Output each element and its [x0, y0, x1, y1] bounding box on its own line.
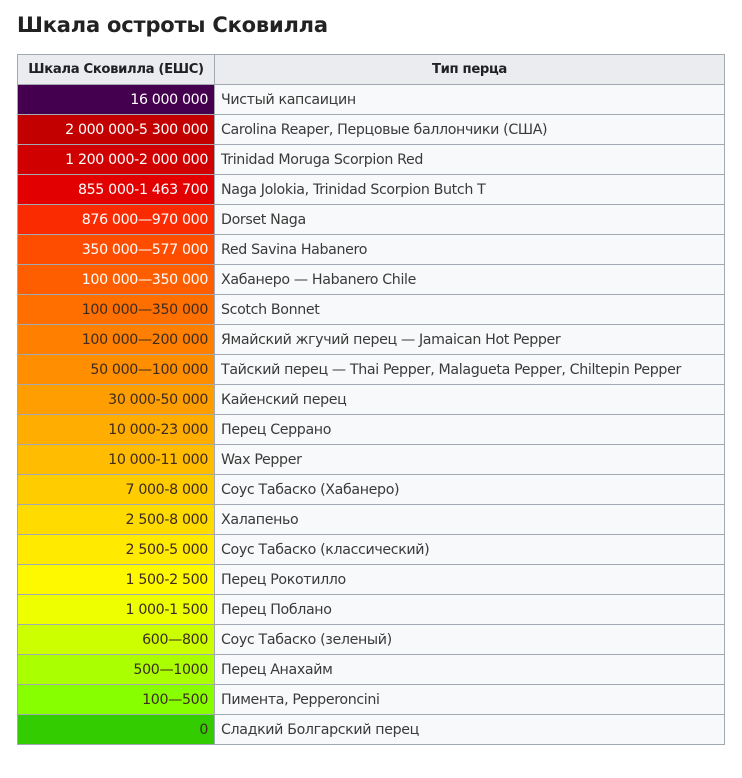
scoville-value-cell: 50 000—100 000 — [17, 354, 215, 385]
pepper-type-cell: Халапеньо — [214, 504, 725, 535]
scoville-value-cell: 2 000 000-5 300 000 — [17, 114, 215, 145]
table-row: 2 500-5 000 Соус Табаско (классический) — [17, 534, 725, 565]
pepper-type-cell: Перец Серрано — [214, 414, 725, 445]
pepper-type-cell: Пимента, Pepperoncini — [214, 684, 725, 715]
table-row: 500—1000 Перец Анахайм — [17, 654, 725, 685]
table-row: 2 000 000-5 300 000 Carolina Reaper, Перц… — [17, 114, 725, 145]
table-row: 7 000-8 000 Соус Табаско (Хабанеро) — [17, 474, 725, 505]
table-row: 100 000—350 000 Хабанеро — Habanero Chile — [17, 264, 725, 295]
table-row: 0 Сладкий Болгарский перец — [17, 714, 725, 745]
scoville-value-cell: 1 000-1 500 — [17, 594, 215, 625]
table-row: 1 500-2 500 Перец Рокотилло — [17, 564, 725, 595]
table-row: 30 000-50 000 Кайенский перец — [17, 384, 725, 415]
table-row: 10 000-23 000 Перец Серрано — [17, 414, 725, 445]
scoville-value-cell: 10 000-23 000 — [17, 414, 215, 445]
scoville-value-cell: 600—800 — [17, 624, 215, 655]
scoville-value-cell: 16 000 000 — [17, 84, 215, 115]
scoville-value-cell: 0 — [17, 714, 215, 745]
table-row: 100—500 Пимента, Pepperoncini — [17, 684, 725, 715]
scoville-value-cell: 30 000-50 000 — [17, 384, 215, 415]
pepper-type-cell: Trinidad Moruga Scorpion Red — [214, 144, 725, 175]
scoville-value-cell: 1 200 000-2 000 000 — [17, 144, 215, 175]
table-row: 600—800 Соус Табаско (зеленый) — [17, 624, 725, 655]
pepper-type-cell: Scotch Bonnet — [214, 294, 725, 325]
scoville-value-cell: 10 000-11 000 — [17, 444, 215, 475]
scoville-value-cell: 350 000—577 000 — [17, 234, 215, 265]
pepper-type-cell: Ямайский жгучий перец — Jamaican Hot Pep… — [214, 324, 725, 355]
pepper-type-cell: Кайенский перец — [214, 384, 725, 415]
column-header-scale[interactable]: Шкала Сковилла (ЕШС) — [17, 54, 215, 85]
table-row: 100 000—350 000 Scotch Bonnet — [17, 294, 725, 325]
pepper-type-cell: Dorset Naga — [214, 204, 725, 235]
table-row: 1 000-1 500 Перец Поблано — [17, 594, 725, 625]
table-row: 50 000—100 000 Тайский перец — Thai Peppe… — [17, 354, 725, 385]
pepper-type-cell: Wax Pepper — [214, 444, 725, 475]
pepper-type-cell: Тайский перец — Thai Pepper, Malagueta P… — [214, 354, 725, 385]
table-row: 100 000—200 000 Ямайский жгучий перец — J… — [17, 324, 725, 355]
table-row: 876 000—970 000 Dorset Naga — [17, 204, 725, 235]
scoville-value-cell: 855 000-1 463 700 — [17, 174, 215, 205]
pepper-type-cell: Соус Табаско (Хабанеро) — [214, 474, 725, 505]
pepper-type-cell: Хабанеро — Habanero Chile — [214, 264, 725, 295]
column-header-pepper-type[interactable]: Тип перца — [214, 54, 725, 85]
pepper-type-cell: Перец Анахайм — [214, 654, 725, 685]
scoville-value-cell: 2 500-5 000 — [17, 534, 215, 565]
page-title: Шкала остроты Сковилла — [17, 13, 328, 37]
scoville-table: Шкала Сковилла (ЕШС) Тип перца 16 000 00… — [17, 54, 725, 745]
pepper-type-cell: Naga Jolokia, Trinidad Scorpion Butch T — [214, 174, 725, 205]
table-row: 855 000-1 463 700 Naga Jolokia, Trinidad … — [17, 174, 725, 205]
scoville-value-cell: 2 500-8 000 — [17, 504, 215, 535]
pepper-type-cell: Carolina Reaper, Перцовые баллончики (СШ… — [214, 114, 725, 145]
scoville-value-cell: 100—500 — [17, 684, 215, 715]
scoville-value-cell: 500—1000 — [17, 654, 215, 685]
scoville-value-cell: 876 000—970 000 — [17, 204, 215, 235]
pepper-type-cell: Соус Табаско (классический) — [214, 534, 725, 565]
table-row: 10 000-11 000 Wax Pepper — [17, 444, 725, 475]
table-row: 1 200 000-2 000 000 Trinidad Moruga Scorp… — [17, 144, 725, 175]
pepper-type-cell: Перец Поблано — [214, 594, 725, 625]
table-row: 16 000 000 Чистый капсаицин — [17, 84, 725, 115]
scoville-value-cell: 1 500-2 500 — [17, 564, 215, 595]
scoville-value-cell: 100 000—350 000 — [17, 294, 215, 325]
table-body: 16 000 000 Чистый капсаицин 2 000 000-5 30… — [17, 84, 725, 745]
pepper-type-cell: Сладкий Болгарский перец — [214, 714, 725, 745]
pepper-type-cell: Соус Табаско (зеленый) — [214, 624, 725, 655]
table-row: 350 000—577 000 Red Savina Habanero — [17, 234, 725, 265]
scoville-value-cell: 100 000—350 000 — [17, 264, 215, 295]
pepper-type-cell: Перец Рокотилло — [214, 564, 725, 595]
pepper-type-cell: Red Savina Habanero — [214, 234, 725, 265]
scoville-value-cell: 100 000—200 000 — [17, 324, 215, 355]
table-row: 2 500-8 000 Халапеньо — [17, 504, 725, 535]
pepper-type-cell: Чистый капсаицин — [214, 84, 725, 115]
table-header-row: Шкала Сковилла (ЕШС) Тип перца — [17, 54, 725, 85]
scoville-value-cell: 7 000-8 000 — [17, 474, 215, 505]
